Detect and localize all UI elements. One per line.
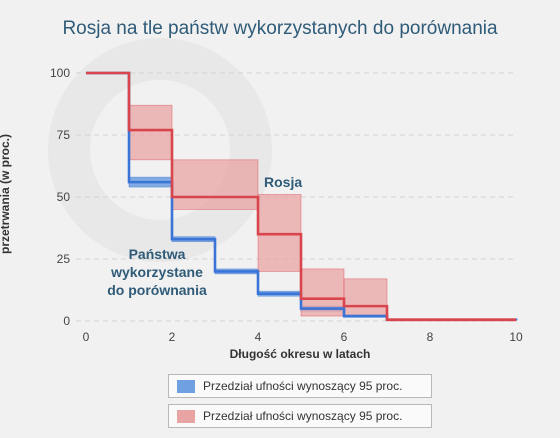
x-tick-label: 0: [83, 330, 90, 344]
x-tick-label: 8: [427, 330, 434, 344]
x-tick-label: 2: [169, 330, 176, 344]
y-tick-label: 25: [57, 252, 71, 266]
series-lines: [86, 71, 518, 322]
legend-swatch-red: [177, 409, 195, 423]
legend-item-blue: Przedział ufności wynoszący 95 proc.: [168, 374, 432, 398]
y-axis-label-text: Wyrażone procentowo prawdopodobieństwo p…: [0, 133, 12, 255]
chart-title: Rosja na tle państw wykorzystanych do po…: [62, 18, 498, 39]
annotation-panstwa-line1: Państwa: [129, 246, 186, 262]
legend-item-red: Przedział ufności wynoszący 95 proc.: [168, 404, 432, 428]
rosja-ci-band: [343, 278, 388, 317]
annotation-rosja: Rosja: [264, 174, 302, 190]
rosja-survival-line: [86, 71, 516, 322]
y-tick-label: 100: [50, 66, 70, 80]
legend-label-red: Przedział ufności wynoszący 95 proc.: [203, 409, 403, 423]
x-tick-label: 6: [341, 330, 348, 344]
legend-label-blue: Przedział ufności wynoszący 95 proc.: [203, 379, 403, 393]
x-tick-label: 4: [255, 330, 262, 344]
rosja-ci-band: [171, 159, 259, 210]
y-tick-label: 0: [63, 314, 70, 328]
tick-labels: 0 25 50 75 100 0 2 4 6 8 10: [50, 66, 523, 344]
annotation-panstwa-line2: wykorzystane: [110, 264, 203, 280]
y-tick-label: 50: [57, 190, 71, 204]
x-axis-label: Długość okresu w latach: [229, 347, 371, 361]
rosja-ci-band: [128, 104, 173, 161]
x-tick-label: 10: [509, 330, 523, 344]
legend-swatch-blue: [177, 379, 195, 393]
y-tick-label: 75: [57, 128, 71, 142]
annotation-panstwa-line3: do porównania: [107, 282, 207, 298]
